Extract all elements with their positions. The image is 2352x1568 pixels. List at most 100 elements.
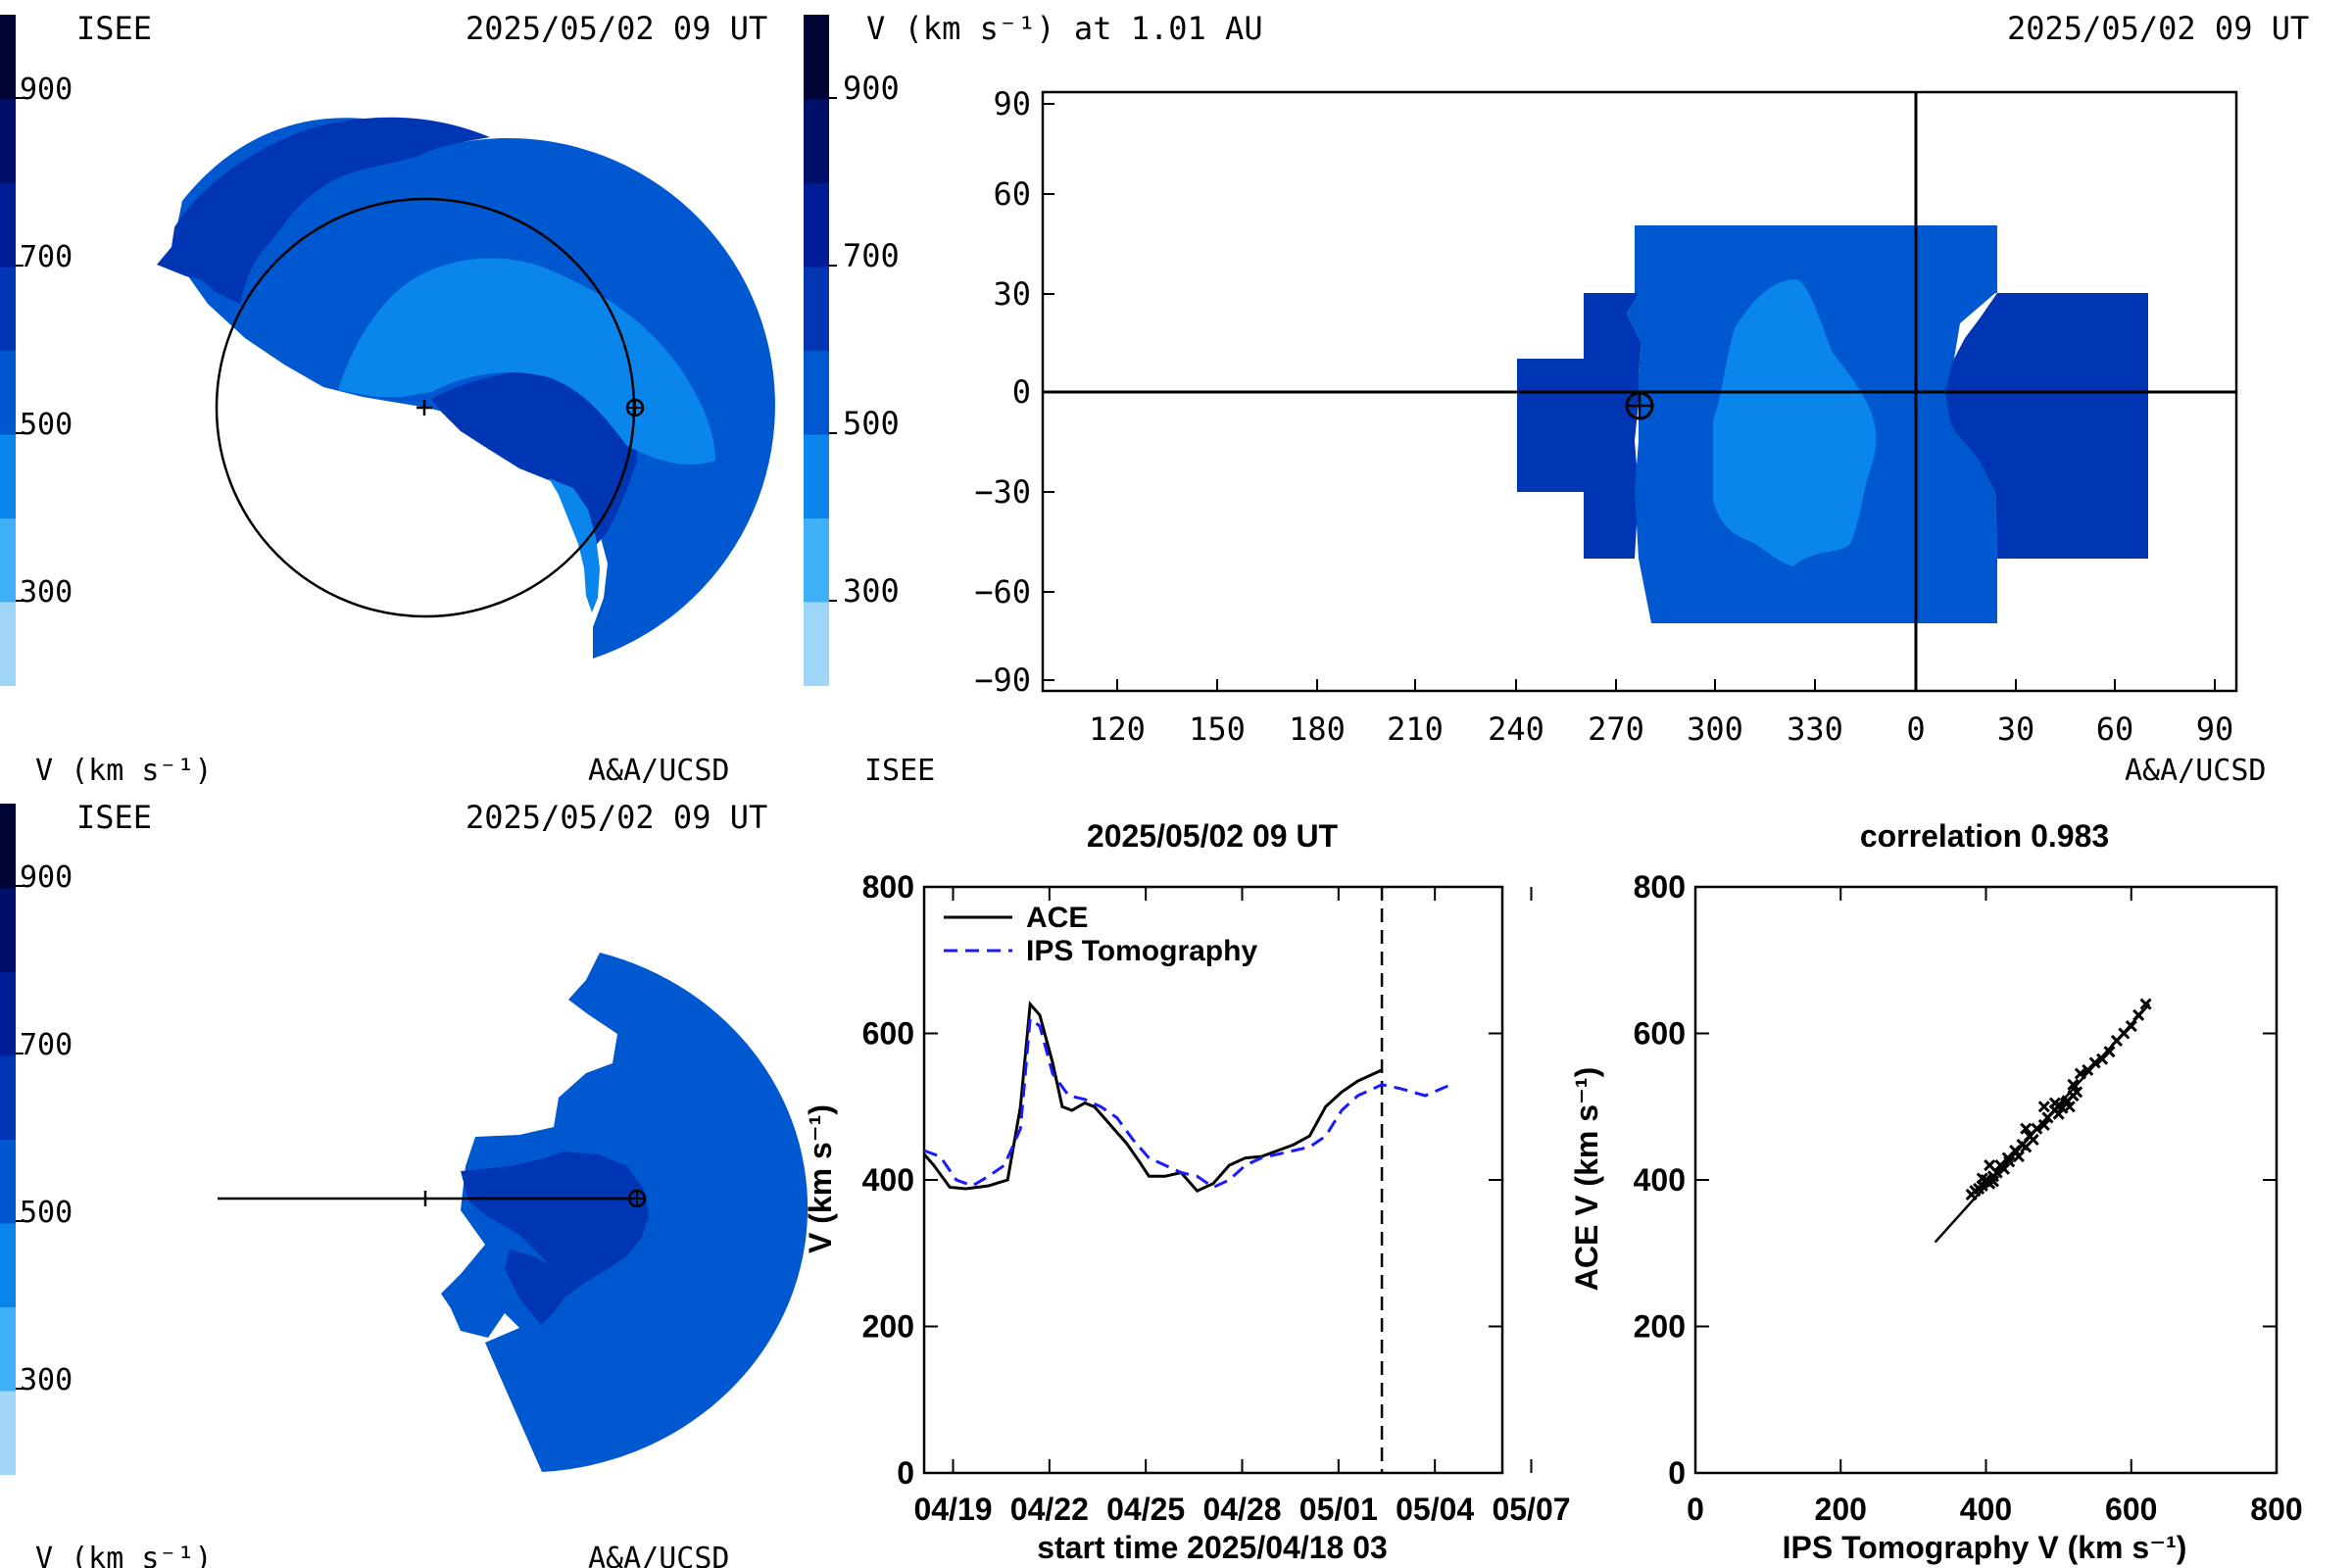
y-tick-label: 200 <box>1634 1309 1686 1345</box>
y-axis-label: ACE V (km s⁻¹) <box>1569 1067 1604 1291</box>
scatter-point <box>2037 1118 2050 1132</box>
x-tick-label: 200 <box>1815 1492 1867 1527</box>
x-tick-label: 04/19 <box>913 1492 992 1527</box>
y-tick-label: 200 <box>862 1309 914 1345</box>
panel-label-isee: ISEE <box>76 10 152 47</box>
y-axis-label: V (km s⁻¹) <box>803 1104 838 1253</box>
x-tick-label: 600 <box>2105 1492 2157 1527</box>
scatter-point <box>2088 1056 2101 1069</box>
colorbar-segment <box>0 1054 16 1140</box>
legend-label-ace: ACE <box>1026 902 1088 934</box>
y-tick-label: 60 <box>993 175 1031 213</box>
colorbar-segment <box>0 350 16 435</box>
sun-marker <box>416 400 432 416</box>
scatter-point <box>2031 1122 2043 1135</box>
x-tick-label: 150 <box>1189 710 1246 748</box>
colorbar-tick-500: 500 <box>20 1196 73 1230</box>
colorbar-tick-500: 500 <box>843 405 900 442</box>
colorbar-tick-700: 700 <box>20 240 73 274</box>
panel-timestamp: 2025/05/02 09 UT <box>466 799 767 836</box>
colorbar-segment <box>804 350 829 435</box>
x-tick-label: 300 <box>1687 710 1743 748</box>
x-tick-label: 400 <box>1960 1492 2012 1527</box>
meridional-speed-map <box>218 953 808 1472</box>
colorbar-segment <box>804 182 829 268</box>
y-tick-label: 400 <box>862 1162 914 1198</box>
scatter-point <box>2012 1151 2025 1163</box>
y-tick-label: −90 <box>974 662 1031 699</box>
y-tick-label: 800 <box>862 869 914 905</box>
series-ips-line <box>923 1015 1452 1190</box>
colorbar-segment <box>0 433 16 518</box>
x-tick-label: 0 <box>1906 710 1925 748</box>
colorbar-segment <box>0 1306 16 1392</box>
earth-symbol-icon <box>1625 391 1654 420</box>
plot-frame <box>922 885 1504 1475</box>
chart-title: correlation 0.983 <box>1860 818 2109 854</box>
colorbar-tick-900: 900 <box>20 860 73 895</box>
y-tick-label: 800 <box>1634 869 1686 905</box>
colorbar-tick-300: 300 <box>20 1363 73 1397</box>
colorbar-segment <box>804 266 829 351</box>
scatter-point <box>2003 1155 2016 1168</box>
credit-label: A&A/UCSD <box>588 754 730 788</box>
earth-symbol-icon <box>627 1189 647 1208</box>
x-tick-label: 05/01 <box>1299 1492 1378 1527</box>
earth-symbol-icon <box>625 398 645 417</box>
colorbar-segment <box>804 98 829 183</box>
x-axis-label: IPS Tomography V (km s⁻¹) <box>1783 1530 2187 1565</box>
speed-region-medium-inner <box>549 478 600 612</box>
chart-legend: ACE IPS Tomography <box>944 902 1257 967</box>
x-tick-label: 180 <box>1289 710 1346 748</box>
colorbar-segment <box>0 182 16 268</box>
meridional-view-panel: ISEE 2025/05/02 09 UT V (km s⁻¹) A&A/UCS… <box>35 799 808 1568</box>
x-tick-label: 330 <box>1787 710 1843 748</box>
colorbar-segment <box>0 1390 16 1475</box>
earth-radial-line <box>218 1191 635 1206</box>
x-tick-label: 0 <box>1687 1492 1704 1527</box>
speed-region-fast-east <box>1945 293 2148 559</box>
speed-region-medium <box>1713 279 1877 566</box>
y-tick-label: 600 <box>1634 1016 1686 1052</box>
colorbar-middle: 900 700 500 300 <box>804 15 900 686</box>
scatter-point <box>2125 1019 2137 1033</box>
carrington-speed-map <box>1517 225 2148 623</box>
colorbar-bottom-left: 900 700 500 300 <box>0 804 73 1475</box>
x-tick-label: 05/04 <box>1396 1492 1474 1527</box>
scatter-point <box>2071 1086 2083 1099</box>
colorbar-segment <box>0 266 16 351</box>
colorbar-segment <box>0 804 16 889</box>
y-tick-label: 30 <box>993 275 1031 313</box>
scatter-point <box>2103 1046 2116 1058</box>
x-tick-label: 05/07 <box>1492 1492 1570 1527</box>
scatter-point <box>2020 1122 2033 1135</box>
x-tick-label: 270 <box>1588 710 1644 748</box>
scatter-point <box>1997 1162 2011 1175</box>
colorbar-segment <box>0 887 16 972</box>
colorbar-segment <box>804 433 829 518</box>
scatter-point <box>1984 1158 1996 1172</box>
panel-timestamp: 2025/05/02 09 UT <box>466 10 767 47</box>
colorbar-segment <box>0 98 16 183</box>
panel-title: V (km s⁻¹) at 1.01 AU <box>866 10 1263 47</box>
colorbar-tick-500: 500 <box>20 408 73 442</box>
scatter-chart: correlation 0.983 0 200 400 600 800 0 200 400 60… <box>1569 818 2303 1565</box>
colorbar-unit-label: V (km s⁻¹) <box>35 1542 213 1568</box>
x-tick-label: 90 <box>2196 710 2234 748</box>
x-tick-label: 04/25 <box>1106 1492 1185 1527</box>
series-ace-line <box>922 1000 1383 1194</box>
scatter-point <box>2052 1107 2065 1120</box>
scatter-point <box>2132 1008 2145 1021</box>
x-tick-label: 800 <box>2250 1492 2302 1527</box>
y-tick-label: 400 <box>1634 1162 1686 1198</box>
colorbar-tick-900: 900 <box>843 70 900 107</box>
scatter-point <box>2037 1101 2050 1113</box>
scatter-point <box>2048 1097 2061 1109</box>
speed-region-fastest <box>461 1152 649 1325</box>
colorbar-segment <box>0 601 16 686</box>
legend-label-ips: IPS Tomography <box>1026 935 1257 967</box>
ecliptic-speed-map <box>157 117 775 659</box>
x-tick-label: 210 <box>1387 710 1444 748</box>
colorbar-tick-700: 700 <box>843 237 900 274</box>
